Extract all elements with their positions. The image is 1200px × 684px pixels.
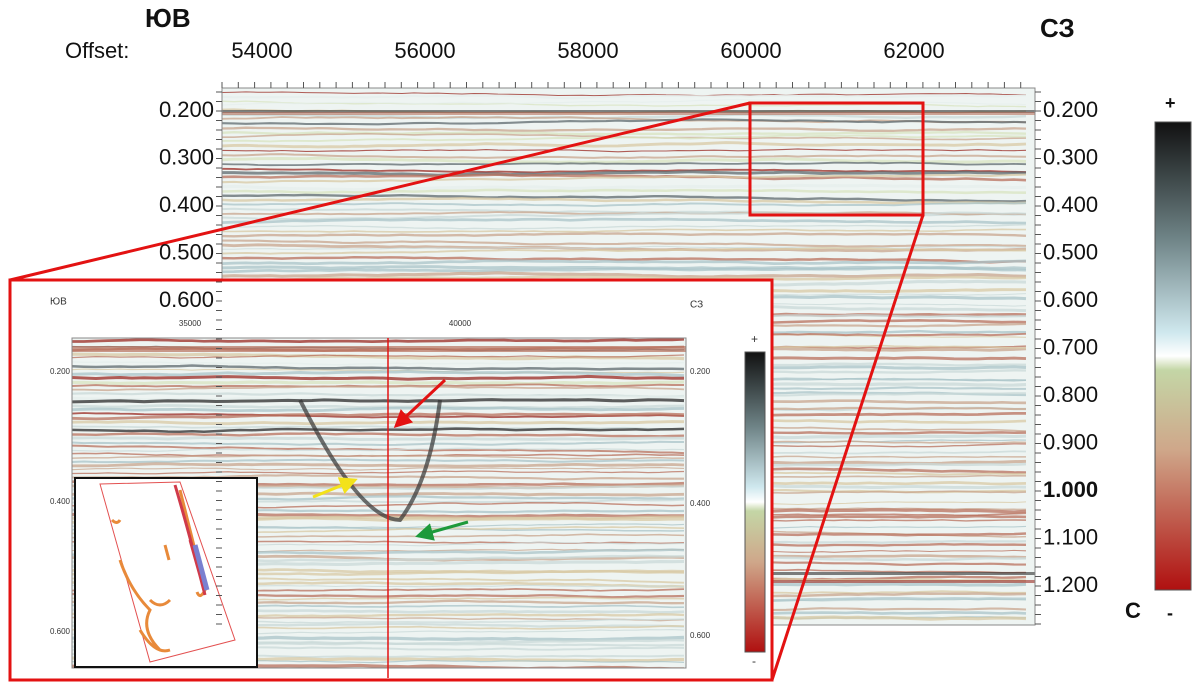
y-tick-label: 0.700 (1043, 334, 1098, 359)
y-tick-label: 0.900 (1043, 429, 1098, 454)
inset-colorbar (745, 352, 765, 652)
y-tick-label: 0.200 (159, 97, 214, 122)
y-tick-label: 1.200 (1043, 572, 1098, 597)
reflector (72, 422, 684, 424)
x-tick-label: 58000 (557, 38, 618, 63)
y-tick-label: 0.500 (1043, 239, 1098, 264)
y-tick-label: 0.600 (159, 287, 214, 312)
inset-colorbar-top: + (751, 332, 758, 346)
colorbar (1155, 122, 1191, 590)
y-tick-label: 0.300 (1043, 144, 1098, 169)
y-tick-label: 0.300 (159, 144, 214, 169)
x-tick-label: 35000 (179, 319, 202, 328)
inset-left-label: ЮВ (50, 297, 67, 308)
y-tick-label: 0.200 (50, 367, 71, 376)
reflector (72, 382, 684, 384)
x-tick-label: 60000 (720, 38, 781, 63)
y-tick-label: 0.200 (1043, 97, 1098, 122)
y-tick-label: 0.600 (690, 631, 711, 640)
reflector (72, 346, 686, 352)
offset-label: Offset: (65, 38, 129, 63)
y-tick-label: 1.100 (1043, 524, 1098, 549)
y-tick-label: 0.400 (1043, 192, 1098, 217)
y-tick-label: 0.400 (50, 497, 71, 506)
y-tick-label: 0.400 (690, 499, 711, 508)
colorbar-unit: С (1125, 598, 1141, 623)
figure: ЮВ СЗ Offset: + - С ЮВ СЗ + - 54000 56000… (0, 0, 1200, 684)
y-tick-label: 1.000 (1043, 477, 1098, 502)
x-tick-label: 54000 (231, 38, 292, 63)
y-tick-label: 0.800 (1043, 382, 1098, 407)
inset-right-label: СЗ (690, 300, 703, 311)
x-tick-label: 56000 (394, 38, 455, 63)
y-tick-label: 0.600 (1043, 287, 1098, 312)
x-tick-label: 62000 (883, 38, 944, 63)
location-map (75, 478, 257, 667)
colorbar-top: + (1165, 93, 1176, 113)
y-tick-label: 0.400 (159, 192, 214, 217)
x-tick-label: 40000 (449, 319, 472, 328)
y-tick-label: 0.600 (50, 627, 71, 636)
colorbar-bottom: - (1167, 603, 1173, 623)
left-label: ЮВ (145, 3, 191, 33)
inset-colorbar-bottom: - (752, 654, 756, 668)
y-tick-label: 0.200 (690, 367, 711, 376)
reflector (222, 112, 1035, 115)
y-tick-label: 0.500 (159, 239, 214, 264)
right-label: СЗ (1040, 13, 1075, 43)
